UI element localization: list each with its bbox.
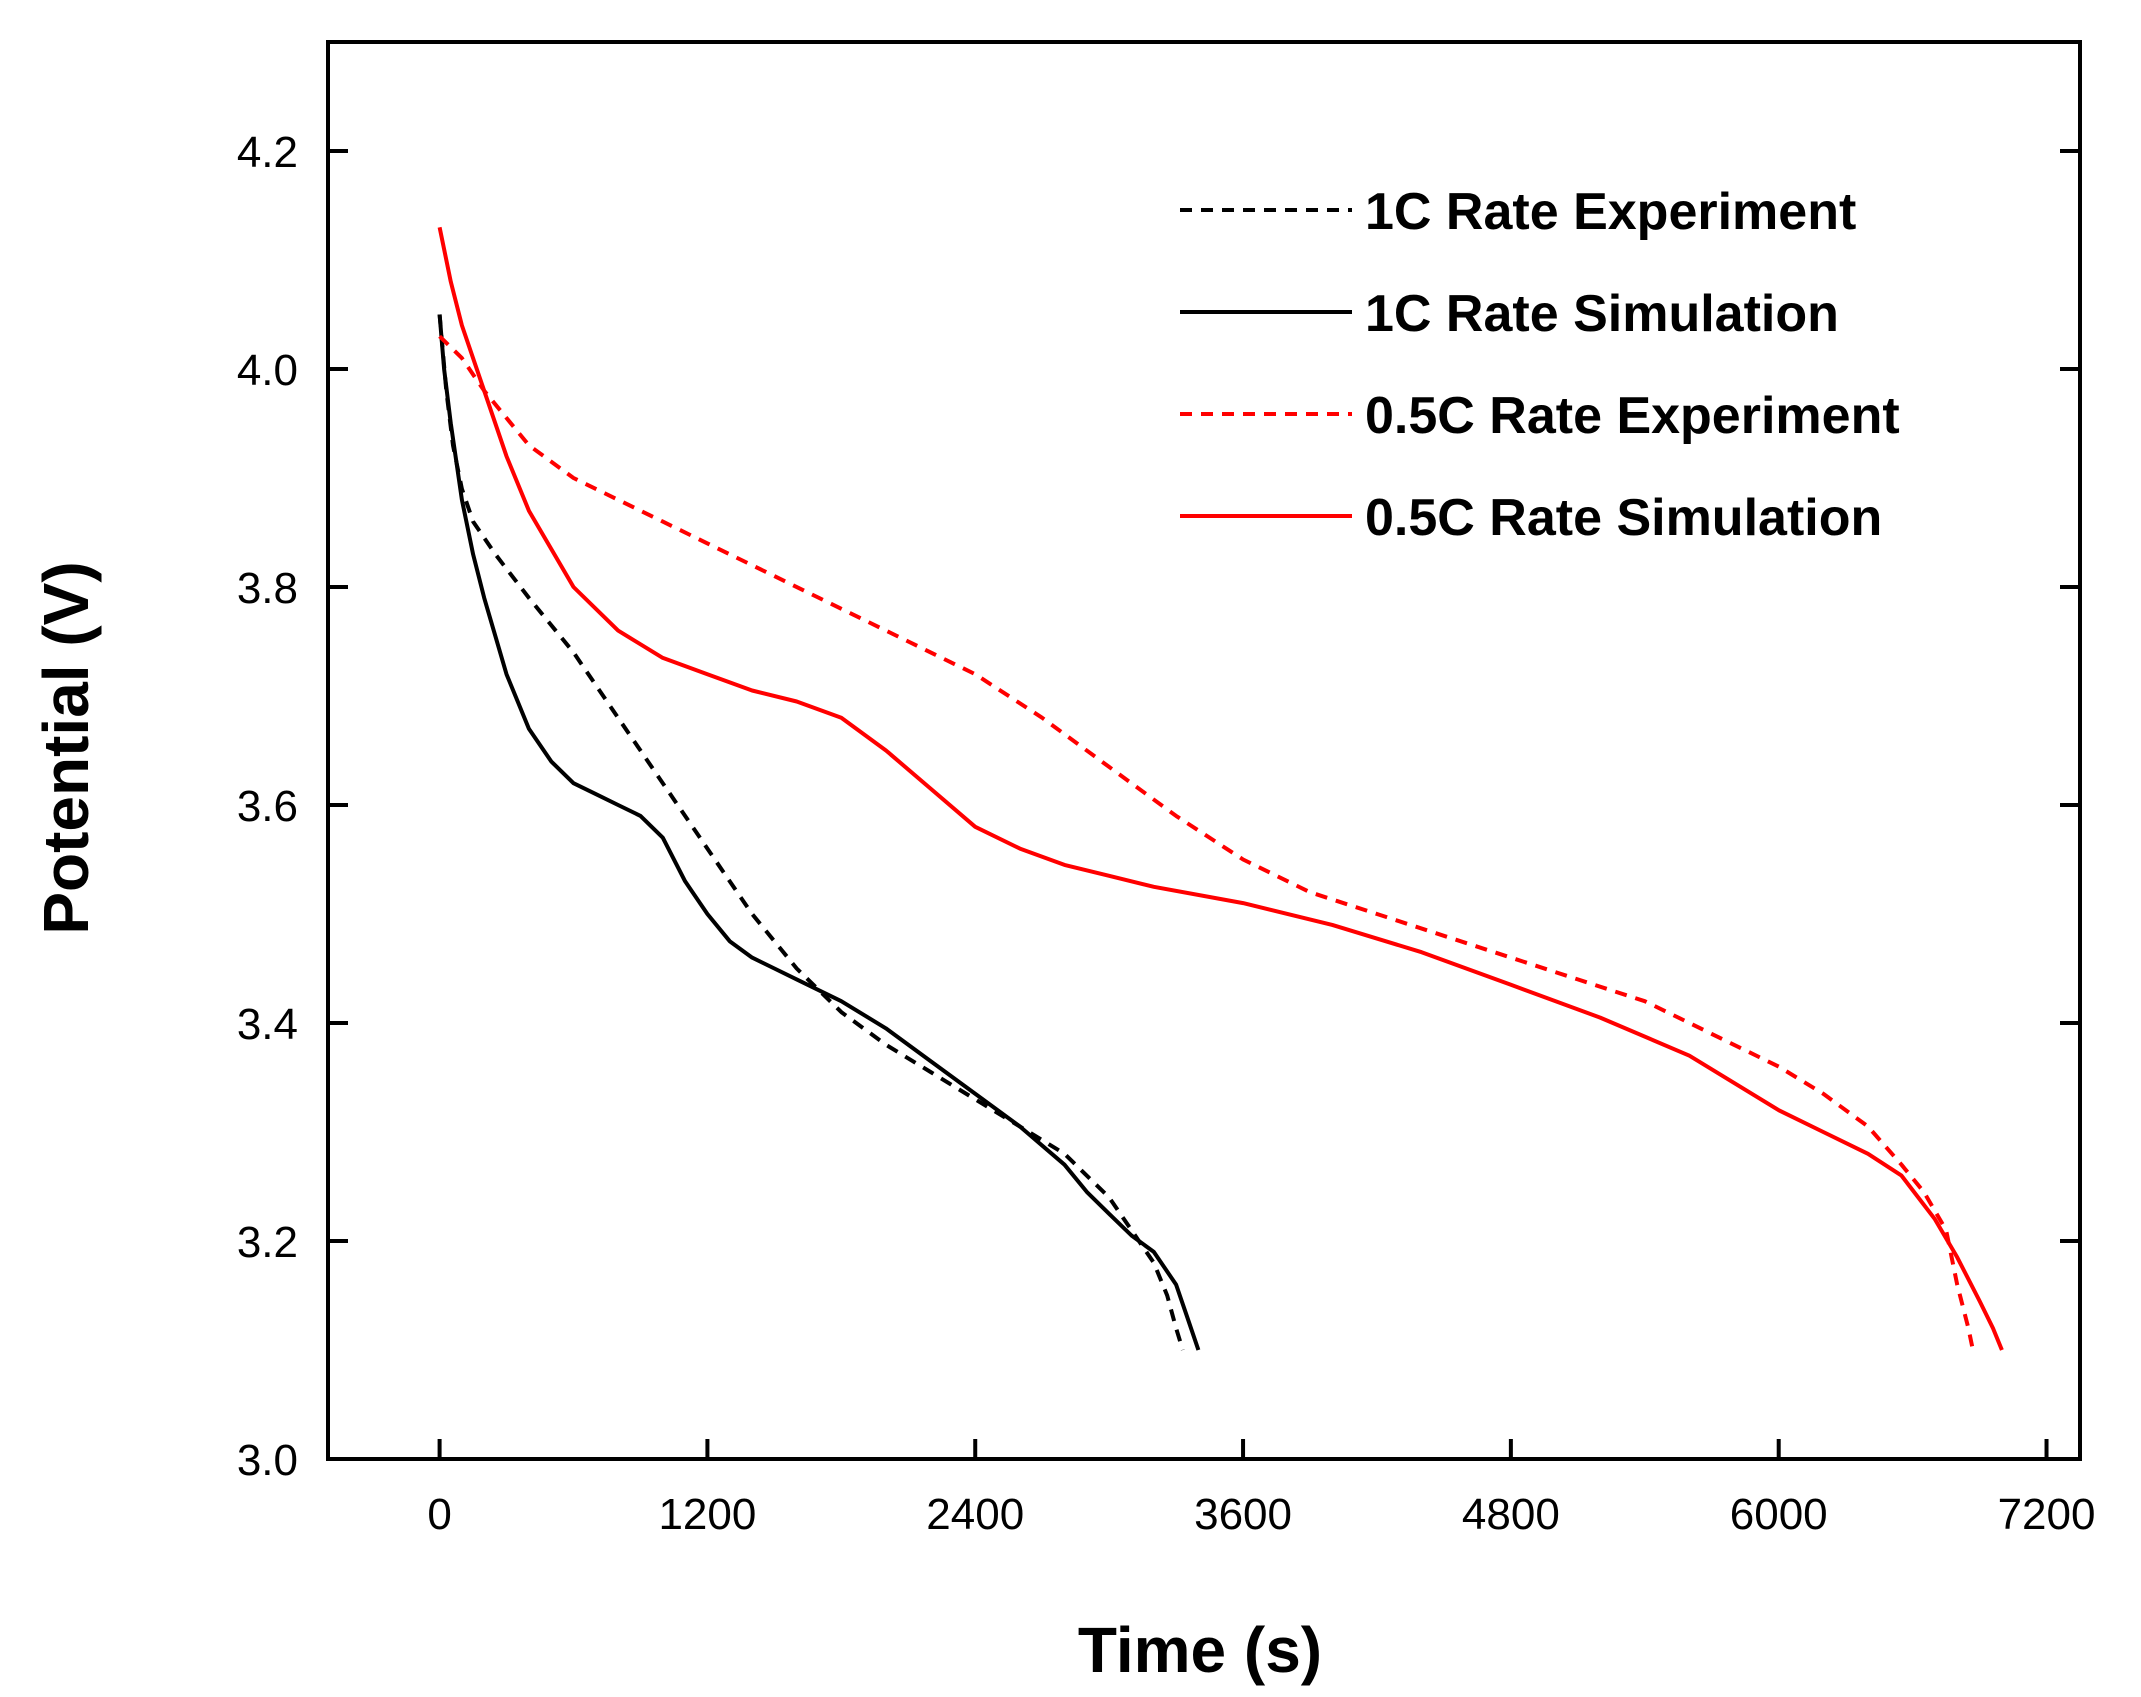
plot-frame (326, 40, 2082, 1461)
legend-label-3: 0.5C Rate Experiment (1365, 387, 1900, 445)
series-line-2 (437, 314, 1201, 1351)
legend: 1C Rate Experiment 1C Rate Simulation 0.5C… (1180, 183, 1900, 547)
axis-ticks: 0 1200 2400 3600 4800 6000 7200 3.0 3.2 3.4 3.6 3.8… (237, 128, 2096, 1539)
x-tick-label: 4800 (1462, 1490, 1560, 1539)
legend-label-1: 1C Rate Experiment (1365, 183, 1856, 241)
series-line-1 (437, 314, 1185, 1351)
x-axis-title: Time (s) (1078, 1614, 1322, 1686)
series-line-4 (437, 226, 2004, 1351)
y-tick-label: 3.0 (237, 1436, 298, 1485)
y-tick-label: 3.6 (237, 782, 298, 831)
y-tick-label: 3.2 (237, 1218, 298, 1267)
x-tick-label: 6000 (1730, 1490, 1828, 1539)
y-tick-label: 3.4 (237, 1000, 298, 1049)
x-tick-label: 2400 (926, 1490, 1024, 1539)
x-tick-label: 1200 (658, 1490, 756, 1539)
y-tick-label: 3.8 (237, 564, 298, 613)
series-group (437, 226, 2004, 1351)
legend-label-2: 1C Rate Simulation (1365, 285, 1839, 343)
y-axis-title: Potential (V) (30, 561, 102, 934)
x-tick-label: 3600 (1194, 1490, 1292, 1539)
legend-label-4: 0.5C Rate Simulation (1365, 489, 1882, 547)
x-tick-label: 0 (427, 1490, 451, 1539)
y-tick-label: 4.0 (237, 346, 298, 395)
series-line-3 (438, 334, 1975, 1351)
x-tick-label: 7200 (1998, 1490, 2096, 1539)
y-tick-label: 4.2 (237, 128, 298, 177)
